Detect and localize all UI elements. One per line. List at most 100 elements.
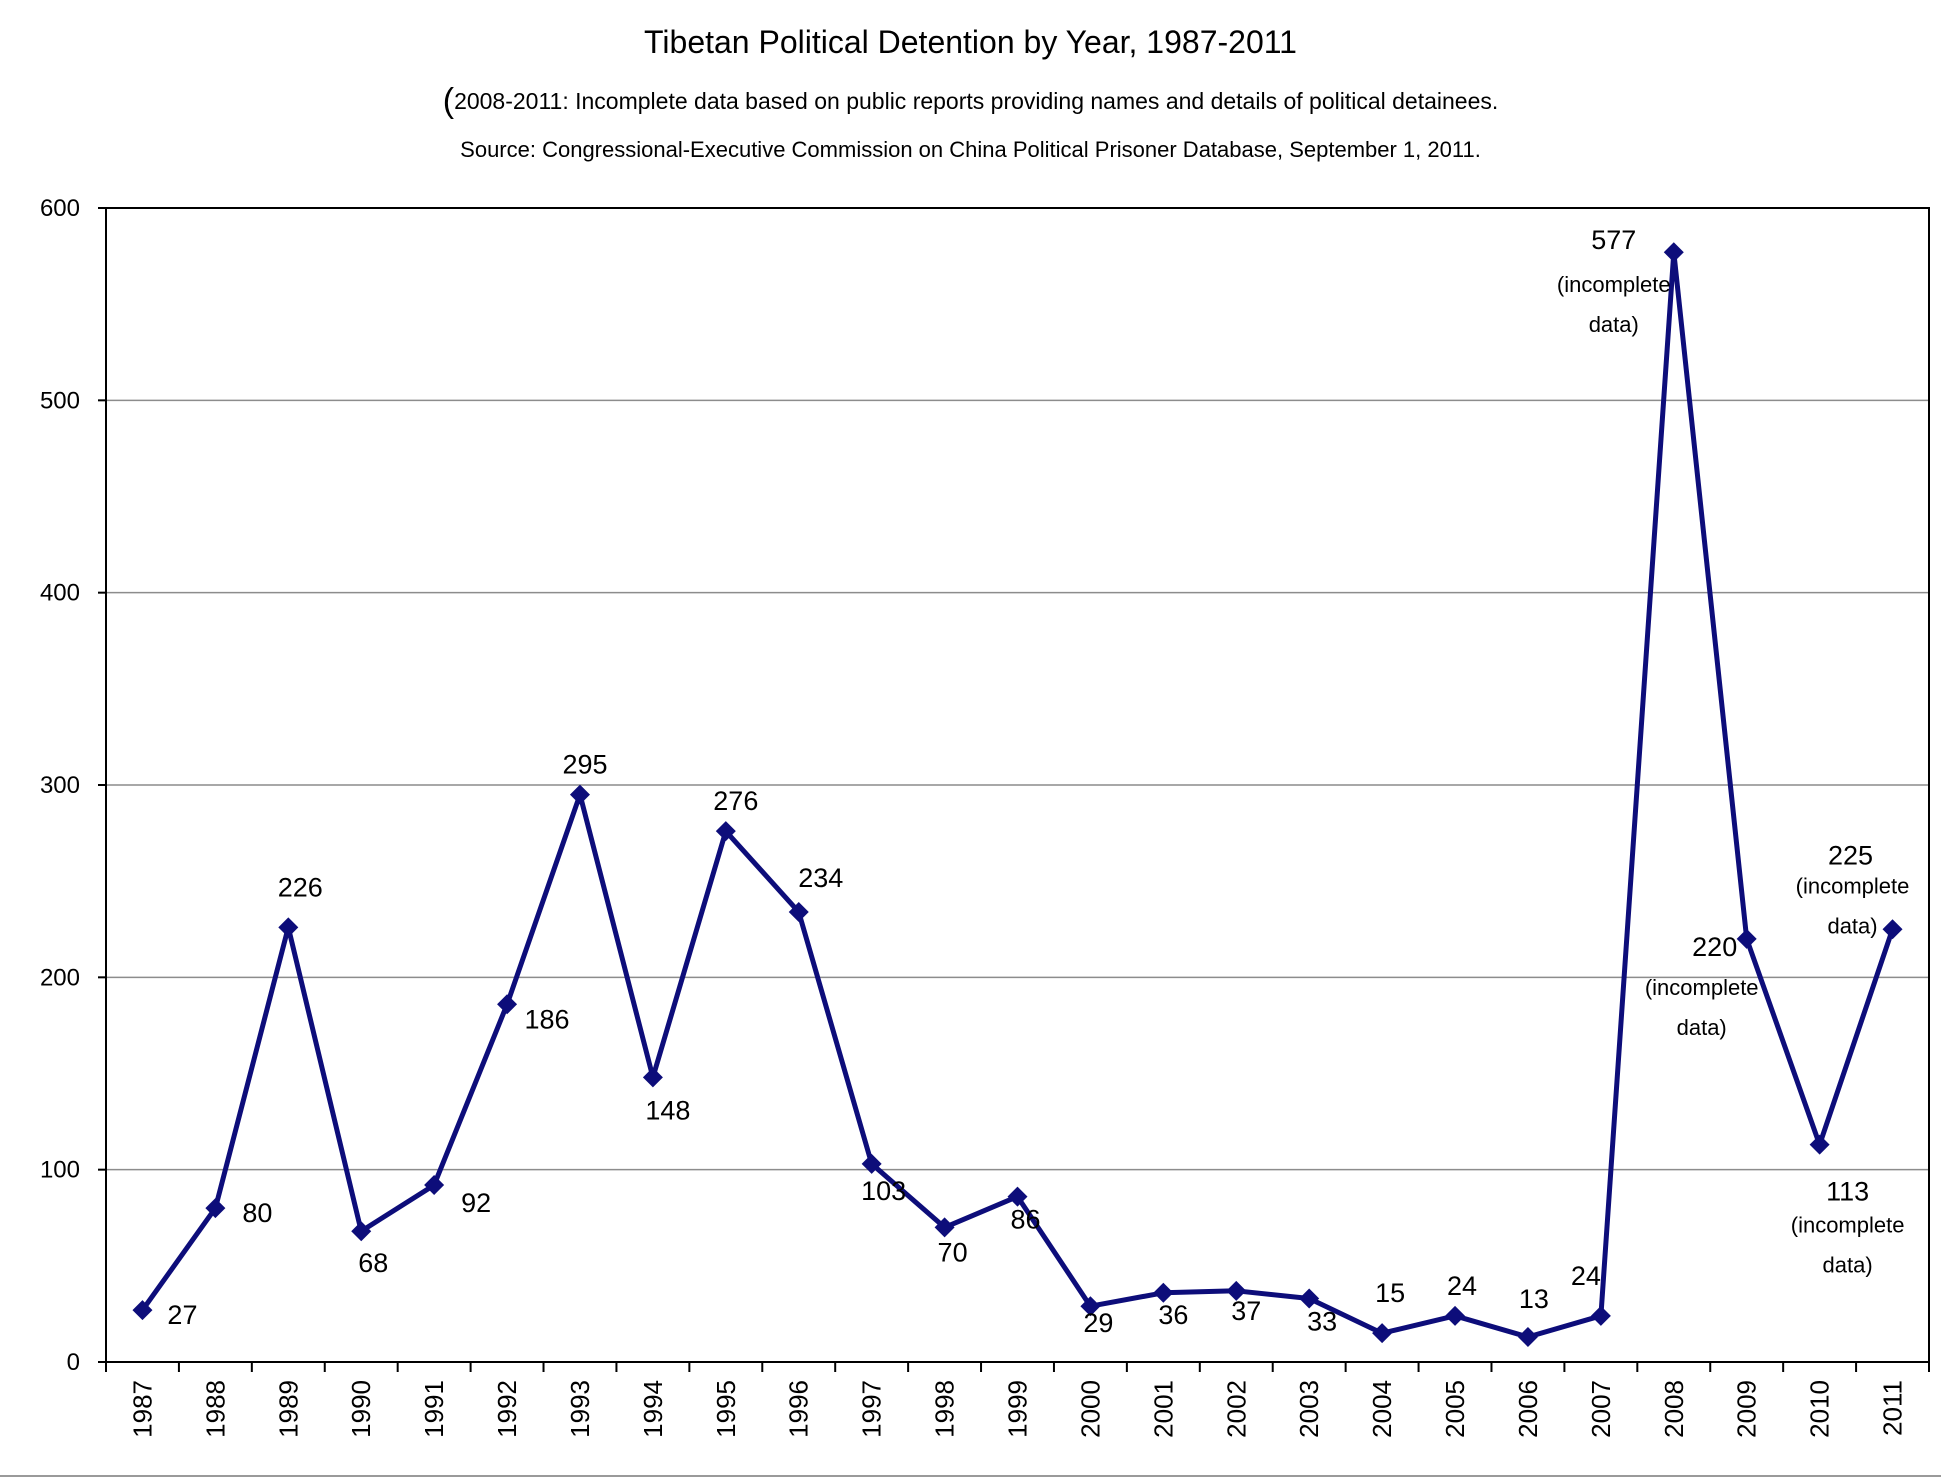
data-point-marker	[934, 1217, 955, 1238]
data-point-marker	[1372, 1323, 1393, 1344]
x-tick-label: 1990	[346, 1380, 376, 1438]
data-label: 577	[1591, 225, 1636, 255]
data-label: 276	[713, 786, 758, 816]
data-label: 29	[1083, 1308, 1113, 1338]
y-tick-label: 300	[40, 772, 80, 799]
data-label: 220	[1692, 932, 1737, 962]
data-point-marker	[351, 1221, 372, 1242]
chart-subtitle: (2008-2011: Incomplete data based on pub…	[442, 82, 1499, 120]
x-tick-label: 2009	[1732, 1380, 1762, 1438]
data-point-marker	[205, 1198, 226, 1219]
data-label: 113	[1826, 1177, 1869, 1207]
x-tick-label: 1994	[638, 1380, 668, 1438]
x-tick-label: 1987	[127, 1380, 157, 1438]
x-tick-label: 1988	[200, 1380, 230, 1438]
data-label: 92	[461, 1188, 491, 1218]
series-markers	[132, 242, 1903, 1347]
data-point-marker	[132, 1300, 153, 1321]
data-point-marker	[861, 1153, 882, 1174]
annotation-line-2: data)	[1677, 1015, 1727, 1040]
annotation-line-1: (incomplete	[1791, 1213, 1905, 1238]
data-point-marker	[1445, 1305, 1466, 1326]
x-tick-label: 1989	[273, 1380, 303, 1438]
x-tick-label: 2000	[1075, 1380, 1105, 1438]
y-axis: 0 100 200 300 400 500 600	[40, 195, 106, 1376]
data-point-marker	[1590, 1305, 1611, 1326]
data-label: 33	[1307, 1307, 1337, 1337]
data-label: 24	[1447, 1271, 1477, 1301]
x-tick-label: 2008	[1659, 1380, 1689, 1438]
y-tick-label: 0	[67, 1349, 80, 1376]
data-label: 226	[278, 872, 323, 902]
data-label: 186	[525, 1004, 570, 1034]
annotation-line-1: (incomplete	[1557, 272, 1671, 297]
chart-subtitle-text: 2008-2011: Incomplete data based on publ…	[454, 88, 1499, 114]
annotation-line-1: (incomplete	[1645, 975, 1759, 1000]
x-tick-label: 2006	[1513, 1380, 1543, 1438]
x-axis: 1987 1988 1989 1990 1991 1992 1993 1994 1995 1996…	[105, 1362, 1930, 1438]
x-tick-label: 2003	[1294, 1380, 1324, 1438]
data-point-marker	[1663, 242, 1684, 263]
data-point-marker	[278, 917, 299, 938]
data-label: 295	[562, 750, 607, 780]
data-labels: 27 80 226 68 92 186 295 148 276 234 103 70 86 29 36 37 3…	[167, 225, 1909, 1338]
data-point-marker	[1517, 1326, 1538, 1347]
data-point-marker	[1080, 1296, 1101, 1317]
data-point-marker	[1226, 1280, 1247, 1301]
x-tick-label: 1998	[930, 1380, 960, 1438]
data-point-marker	[1736, 928, 1757, 949]
data-label: 80	[242, 1198, 272, 1228]
data-label: 86	[1010, 1205, 1040, 1235]
data-point-marker	[497, 994, 518, 1015]
x-tick-label: 2007	[1586, 1380, 1616, 1438]
y-tick-label: 400	[40, 580, 80, 607]
annotation-line-2: data)	[1589, 312, 1639, 337]
data-label: 68	[358, 1248, 388, 1278]
data-point-marker	[642, 1067, 663, 1088]
data-label: 27	[167, 1300, 197, 1330]
data-label: 36	[1158, 1300, 1188, 1330]
x-tick-label: 2002	[1221, 1380, 1251, 1438]
data-point-marker	[569, 784, 590, 805]
y-tick-label: 100	[40, 1157, 80, 1184]
data-point-marker	[715, 821, 736, 842]
bottom-rule	[0, 1475, 1941, 1477]
data-point-marker	[1809, 1134, 1830, 1155]
x-tick-label: 2011	[1878, 1380, 1908, 1436]
chart-title: Tibetan Political Detention by Year, 198…	[644, 24, 1297, 60]
x-tick-label: 1999	[1003, 1380, 1033, 1438]
data-label: 15	[1375, 1278, 1405, 1308]
data-label: 24	[1571, 1261, 1601, 1291]
y-tick-label: 500	[40, 387, 80, 414]
y-tick-label: 600	[40, 195, 80, 222]
chart-source: Source: Congressional-Executive Commissi…	[460, 137, 1481, 162]
data-label: 225	[1828, 840, 1873, 870]
annotation-line-2: data)	[1827, 913, 1877, 938]
x-tick-label: 2005	[1440, 1380, 1470, 1438]
x-tick-label: 1996	[784, 1380, 814, 1438]
data-point-marker	[1299, 1288, 1320, 1309]
data-point-marker	[1882, 919, 1903, 940]
y-tick-label: 200	[40, 964, 80, 991]
series-line	[140, 249, 1895, 1340]
data-point-marker	[1007, 1186, 1028, 1207]
data-point-marker	[1153, 1282, 1174, 1303]
data-label: 13	[1519, 1284, 1549, 1314]
data-label: 70	[938, 1237, 968, 1267]
data-label: 37	[1231, 1296, 1261, 1326]
annotation-line-2: data)	[1823, 1253, 1873, 1278]
data-label: 103	[861, 1176, 906, 1206]
x-tick-label: 2001	[1148, 1380, 1178, 1438]
x-tick-label: 1992	[492, 1380, 522, 1438]
data-point-marker	[788, 901, 809, 922]
annotation-line-1: (incomplete	[1796, 873, 1910, 898]
x-tick-label: 2010	[1805, 1380, 1835, 1438]
data-point-marker	[424, 1175, 445, 1196]
x-tick-label: 1993	[565, 1380, 595, 1438]
x-tick-label: 1997	[857, 1380, 887, 1438]
data-label: 234	[798, 863, 843, 893]
data-label: 148	[645, 1095, 690, 1125]
x-tick-label: 2004	[1367, 1380, 1397, 1438]
x-tick-label: 1991	[419, 1380, 449, 1438]
